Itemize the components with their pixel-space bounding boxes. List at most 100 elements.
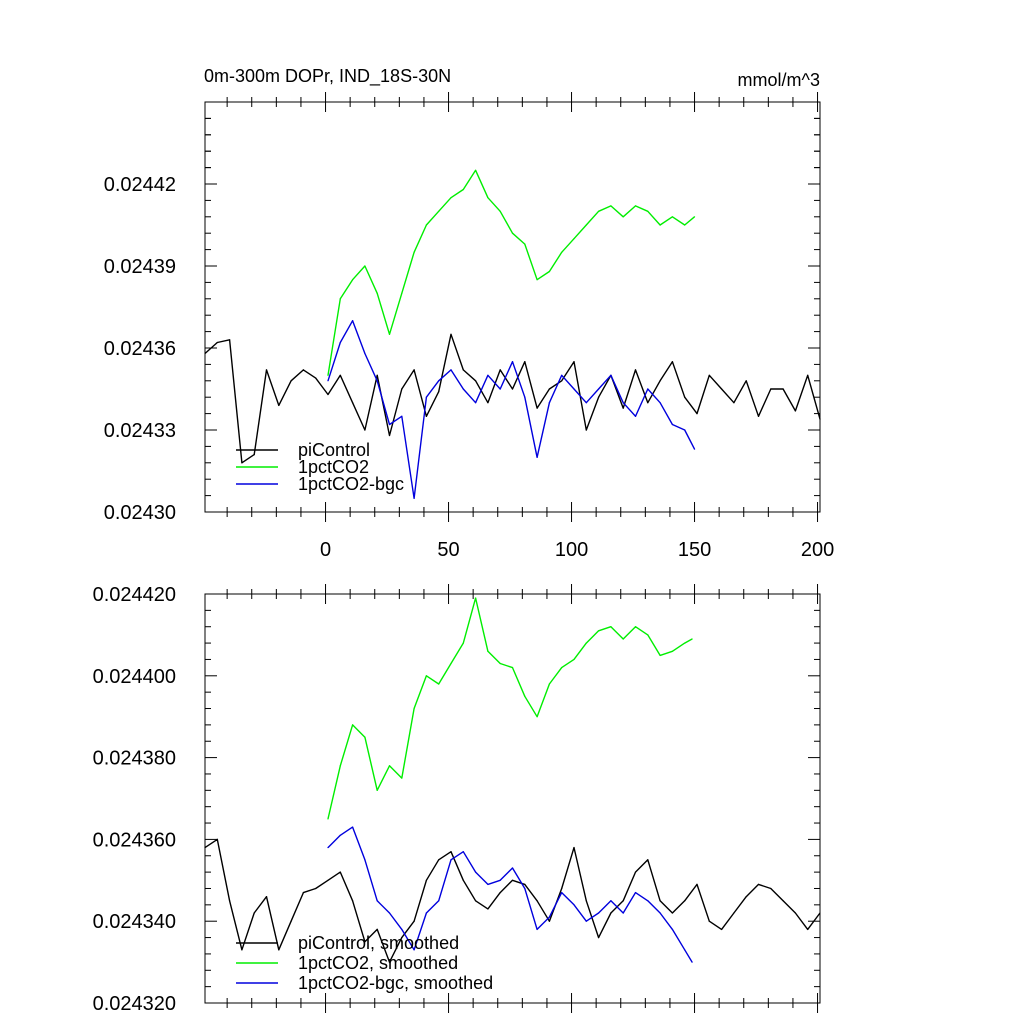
data-point (475, 900, 477, 902)
data-point (610, 626, 612, 628)
data-point (401, 777, 403, 779)
data-point (462, 879, 464, 881)
data-point (413, 251, 415, 253)
data-point (327, 380, 329, 382)
data-point (659, 380, 661, 382)
data-point (450, 197, 452, 199)
legend-label: 1pctCO2, smoothed (298, 953, 458, 973)
data-point (364, 352, 366, 355)
data-point (216, 838, 218, 841)
plot-frame (204, 593, 821, 1004)
x-tick-label: 0 (320, 539, 331, 561)
data-point (352, 724, 354, 726)
data-point (388, 765, 391, 767)
data-point (487, 883, 489, 885)
data-point (807, 374, 809, 376)
data-point (462, 851, 464, 853)
data-point (315, 377, 317, 379)
data-point (691, 961, 693, 963)
data-point (327, 818, 329, 820)
data-point (352, 826, 354, 828)
data-point (216, 341, 218, 344)
data-point (671, 912, 674, 914)
y-tick-label: 0.024340 (93, 911, 176, 933)
data-point (438, 683, 440, 685)
y-tick-label: 0.02439 (104, 256, 176, 278)
data-point (487, 908, 489, 910)
data-point (696, 413, 698, 415)
data-point (671, 361, 674, 363)
data-point (413, 949, 415, 951)
series-line-1pctco2-bgc (327, 320, 696, 499)
data-point (339, 871, 341, 873)
data-point (364, 941, 366, 943)
data-point (487, 402, 489, 404)
data-point (253, 454, 255, 456)
data-point (450, 662, 452, 665)
data-point (352, 279, 354, 281)
data-point (610, 374, 612, 376)
data-point (376, 374, 378, 376)
data-point (401, 936, 403, 939)
data-point (462, 188, 464, 191)
data-point (241, 949, 243, 951)
data-point (425, 396, 427, 398)
data-point (425, 224, 427, 226)
data-point (708, 374, 710, 376)
data-point (561, 251, 563, 253)
data-point (684, 900, 686, 902)
data-point (671, 650, 674, 652)
data-point (634, 891, 637, 894)
data-point (475, 402, 477, 404)
x-tick-label: 150 (678, 539, 711, 561)
data-point (315, 887, 317, 890)
data-point (376, 928, 378, 930)
data-point (352, 900, 354, 902)
data-point (364, 859, 366, 861)
data-point (401, 388, 403, 390)
series-line-1pctco2-smoothed (327, 597, 693, 820)
data-point (524, 887, 526, 890)
data-point (339, 765, 341, 767)
data-point (327, 879, 329, 881)
data-point (721, 928, 723, 930)
data-point (548, 920, 551, 922)
x-tick-label: 100 (555, 539, 588, 561)
data-point (204, 352, 206, 355)
data-point (647, 634, 649, 636)
data-point (684, 949, 686, 951)
data-point (499, 369, 501, 371)
data-point (339, 298, 341, 300)
data-point (511, 232, 514, 234)
data-point (622, 402, 624, 404)
data-point (425, 879, 427, 881)
data-point (745, 380, 747, 382)
data-point (352, 402, 354, 404)
data-point (659, 654, 661, 656)
data-point (585, 920, 587, 922)
data-point (561, 887, 563, 890)
y-tick-label: 0.024400 (93, 666, 176, 688)
data-point (462, 642, 464, 644)
y-tick-label: 0.024360 (93, 829, 176, 851)
data-point (388, 434, 391, 437)
data-point (536, 407, 538, 409)
data-point (511, 867, 514, 869)
data-point (647, 900, 649, 902)
data-point (536, 716, 538, 718)
data-point (327, 846, 329, 849)
data-point (622, 216, 624, 218)
data-point (265, 896, 268, 898)
data-point (691, 638, 693, 640)
y-tick-label: 0.024320 (93, 993, 176, 1015)
data-point (511, 361, 514, 363)
data-point (438, 210, 440, 212)
data-point (622, 638, 624, 640)
data-point (364, 429, 366, 431)
data-point (401, 928, 403, 930)
data-point (733, 912, 735, 914)
data-point (598, 396, 600, 398)
data-point (339, 834, 341, 836)
data-point (499, 388, 501, 390)
